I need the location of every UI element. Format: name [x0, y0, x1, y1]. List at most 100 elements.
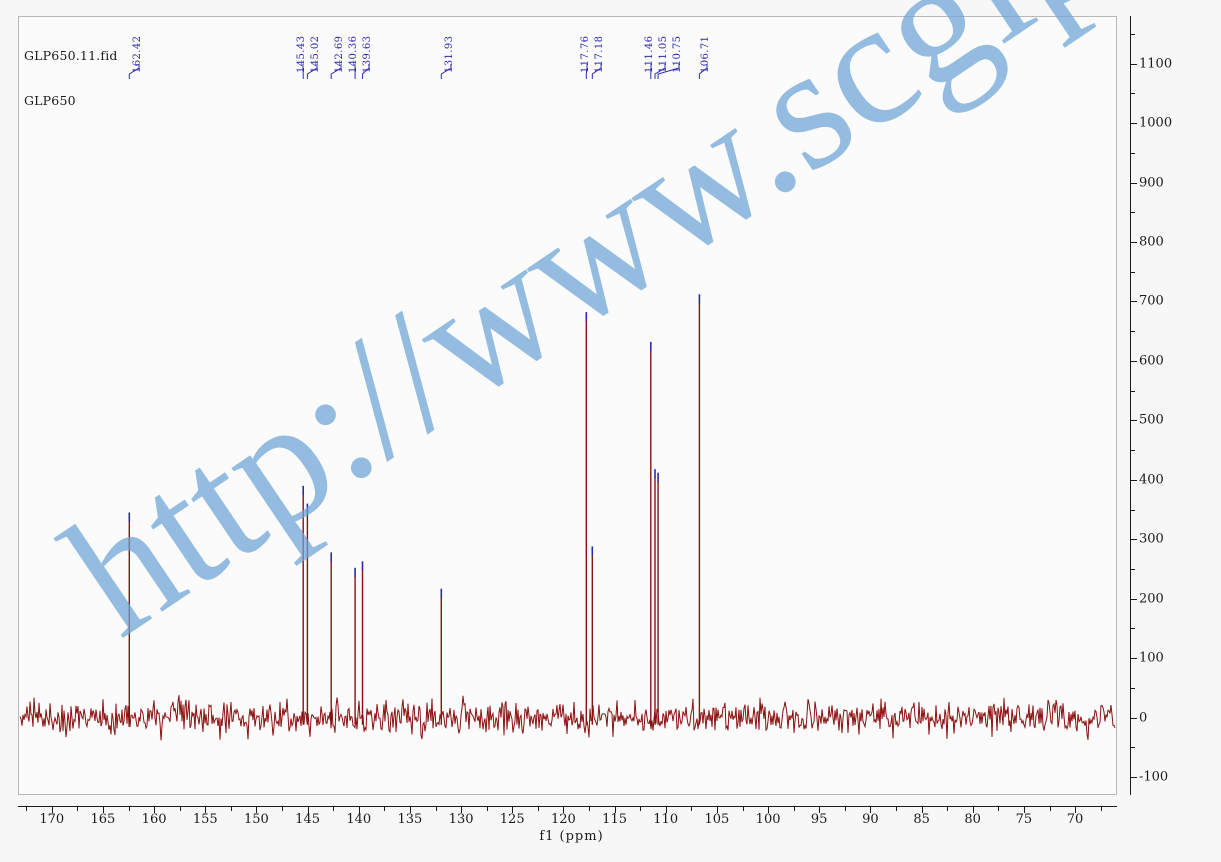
- x-axis-label: 155: [192, 812, 218, 827]
- x-axis-tick: [972, 806, 974, 813]
- y-axis-minor-tick: [1130, 93, 1135, 95]
- x-axis-minor-tick: [333, 806, 335, 811]
- x-axis-minor-tick: [844, 806, 846, 811]
- x-axis-tick: [768, 806, 770, 813]
- x-axis-tick: [358, 806, 360, 813]
- peak-label: 111.46: [644, 35, 655, 73]
- x-axis-tick: [102, 806, 104, 813]
- x-axis-tick: [870, 806, 872, 813]
- x-axis-minor-tick: [282, 806, 283, 811]
- y-axis-tick: [1130, 479, 1137, 481]
- x-axis-minor-tick: [1100, 806, 1102, 811]
- y-axis-label: 200: [1139, 591, 1164, 607]
- x-axis-label: 170: [39, 812, 65, 827]
- y-axis-label: 500: [1139, 412, 1164, 428]
- y-axis-minor-tick: [1130, 628, 1135, 630]
- x-axis-minor-tick: [486, 806, 488, 811]
- x-axis-tick: [512, 806, 514, 813]
- x-axis-minor-tick: [179, 806, 181, 811]
- x-axis-label: 165: [90, 812, 116, 827]
- peak-label: 106.71: [700, 35, 711, 73]
- x-axis-tick: [921, 806, 923, 813]
- x-axis-label: 135: [397, 812, 423, 827]
- y-axis-minor-tick: [1130, 687, 1135, 689]
- y-axis-line: [1130, 16, 1131, 795]
- peak-label: 139.63: [362, 35, 373, 73]
- y-axis-minor-tick: [1130, 271, 1135, 273]
- x-axis-minor-tick: [742, 806, 744, 811]
- y-axis-tick: [1130, 301, 1137, 303]
- y-axis-tick: [1130, 717, 1137, 719]
- x-axis-label: 85: [913, 812, 930, 827]
- x-axis-minor-tick: [640, 806, 642, 811]
- peak-label: 117.76: [580, 35, 591, 73]
- x-axis-minor-tick: [128, 806, 130, 811]
- y-axis-tick: [1130, 777, 1137, 779]
- x-axis-minor-tick: [384, 806, 386, 811]
- x-axis-tick: [665, 806, 667, 813]
- y-axis-label: -100: [1139, 769, 1169, 785]
- x-axis-minor-tick: [537, 806, 539, 811]
- x-axis-minor-tick: [26, 806, 28, 811]
- y-axis-label: 600: [1139, 353, 1164, 369]
- y-axis-tick: [1130, 182, 1137, 184]
- y-axis-label: 900: [1139, 175, 1164, 190]
- file-name-label: GLP650.11.fid: [24, 48, 118, 63]
- x-axis-label: 100: [755, 812, 781, 827]
- y-axis-tick: [1130, 539, 1137, 541]
- spectrum-title-block: GLP650.11.fid GLP650: [24, 18, 118, 138]
- peak-label: 162.42: [132, 35, 143, 73]
- x-axis-tick: [154, 806, 156, 813]
- x-axis-label: 145: [295, 812, 321, 827]
- peak-label: 117.18: [594, 35, 605, 73]
- y-axis-tick: [1130, 63, 1137, 65]
- y-axis-tick: [1130, 420, 1137, 422]
- x-axis-tick: [51, 806, 53, 813]
- y-axis-label: 700: [1139, 293, 1164, 309]
- x-axis-minor-tick: [1049, 806, 1051, 811]
- x-axis-label: 105: [704, 812, 730, 827]
- x-axis-title-wrap: f1 (ppm): [0, 829, 1221, 844]
- x-axis-minor-tick: [230, 806, 232, 811]
- y-axis-label: 1000: [1139, 115, 1173, 131]
- x-axis-label: 75: [1015, 812, 1033, 827]
- y-axis-tick: [1130, 658, 1137, 660]
- peak-label: 140.36: [348, 35, 359, 73]
- x-axis-label: 110: [653, 812, 679, 827]
- x-axis-tick: [461, 806, 463, 813]
- x-axis-tick: [716, 806, 718, 813]
- x-axis-line: [18, 806, 1117, 807]
- x-axis-label: 150: [243, 812, 269, 827]
- x-axis-minor-tick: [793, 806, 795, 811]
- x-axis-tick: [563, 806, 565, 813]
- peak-label: 145.02: [310, 35, 321, 73]
- y-axis-minor-tick: [1130, 212, 1135, 214]
- y-axis-label: 0: [1139, 710, 1148, 726]
- x-axis-label: 140: [346, 812, 372, 827]
- y-axis-tick: [1130, 241, 1137, 243]
- x-axis-tick: [1075, 806, 1076, 813]
- x-axis-label: 115: [602, 812, 628, 827]
- x-axis-minor-tick: [589, 806, 590, 811]
- y-axis-label: 800: [1139, 234, 1164, 250]
- x-axis-tick: [256, 806, 258, 813]
- x-axis-label: 120: [550, 812, 576, 827]
- x-axis-tick: [614, 806, 616, 813]
- peak-label: 131.93: [444, 35, 455, 73]
- x-axis-minor-tick: [998, 806, 1000, 811]
- x-axis-label: 130: [448, 812, 474, 827]
- x-axis-tick: [409, 806, 411, 813]
- peak-label: 111.05: [658, 35, 669, 73]
- y-axis-label: 400: [1139, 472, 1164, 488]
- y-axis-minor-tick: [1130, 152, 1135, 154]
- x-axis-minor-tick: [896, 806, 897, 811]
- y-axis-tick: [1130, 123, 1137, 125]
- y-axis-tick: [1130, 360, 1137, 362]
- y-axis-minor-tick: [1130, 33, 1135, 35]
- peak-label: 142.69: [334, 35, 345, 73]
- y-axis-label: 300: [1139, 531, 1164, 547]
- y-axis-minor-tick: [1130, 390, 1135, 392]
- x-axis-tick: [819, 806, 821, 813]
- y-axis-minor-tick: [1130, 450, 1135, 452]
